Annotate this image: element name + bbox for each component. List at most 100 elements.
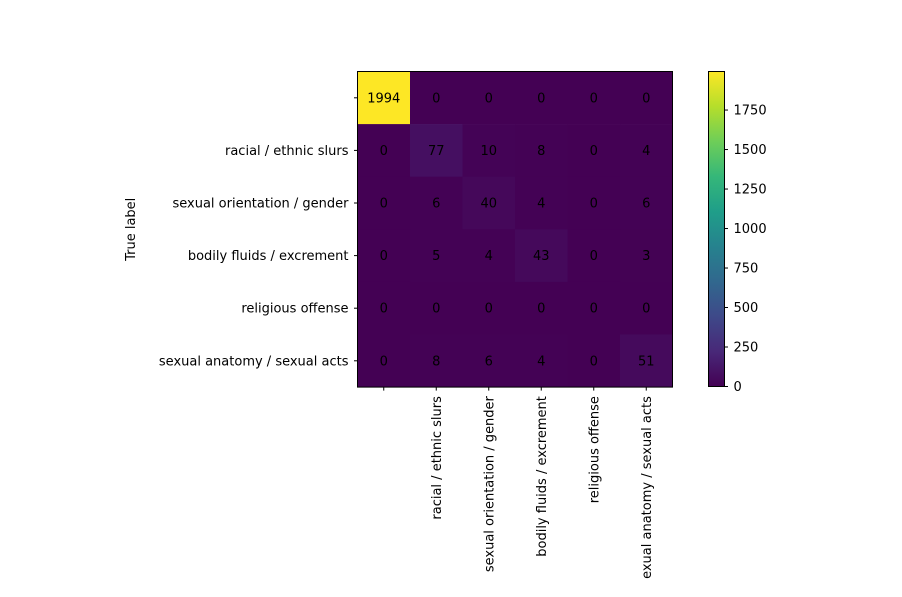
heatmap-cell: [567, 71, 621, 125]
heatmap-cell: [357, 124, 411, 177]
heatmap-cell: [515, 334, 568, 388]
cell-value-label: 0: [432, 91, 440, 106]
colorbar-tick-label: 250: [734, 341, 759, 356]
cell-value-label: 0: [642, 91, 650, 106]
cell-value-label: 8: [432, 354, 440, 369]
colorbar-tick-label: 0: [734, 380, 742, 395]
heatmap-axes-frame: [357, 71, 673, 388]
y-tick-label: religious offense: [241, 302, 348, 317]
heatmap-cell: [515, 176, 568, 230]
heatmap-cells: [357, 71, 673, 388]
cell-value-label: 6: [432, 197, 440, 212]
cell-value-label: 3: [642, 249, 650, 264]
heatmap-cell: [462, 229, 516, 283]
cell-value-label: 0: [485, 302, 493, 317]
heatmap-cell: [410, 334, 463, 388]
heatmap-cell: [357, 176, 411, 230]
cell-value-label: 6: [485, 354, 493, 369]
x-tick-label: exual anatomy / sexual acts: [640, 396, 655, 579]
heatmap-cell: [515, 281, 568, 335]
colorbar-tick-label: 1750: [734, 104, 767, 119]
cell-value-label: 0: [380, 144, 388, 159]
heatmap-cell: [357, 229, 411, 283]
heatmap-cell: [620, 281, 673, 335]
cell-value-label: 40: [480, 197, 497, 212]
cell-value-label: 5: [432, 249, 440, 264]
colorbar-tick-label: 1500: [734, 143, 767, 158]
heatmap-cell: [567, 334, 621, 388]
heatmap-cell: [515, 229, 568, 283]
heatmap-cell: [357, 334, 411, 388]
heatmap-cell: [357, 281, 411, 335]
colorbar-ticks: 0 250 500 750 1000 1250 1500 1750: [724, 104, 767, 395]
heatmap-cell-values: 1994 0 0 0 0 00 77 10 8 0 40 6 40 4 0 60 5 4 43 0 30 0 0 0 0 00 8 6…: [367, 91, 654, 369]
cell-value-label: 0: [380, 197, 388, 212]
cell-value-label: 0: [590, 197, 598, 212]
heatmap-cell: [410, 124, 463, 177]
colorbar-tick-label: 1250: [734, 183, 767, 198]
cell-value-label: 8: [537, 144, 545, 159]
cell-value-label: 0: [590, 302, 598, 317]
cell-value-label: 0: [380, 302, 388, 317]
heatmap-cell: [620, 124, 673, 177]
y-tick-label: sexual orientation / gender: [172, 197, 349, 212]
cell-value-label: 0: [537, 302, 545, 317]
cell-value-label: 0: [590, 144, 598, 159]
heatmap-cell: [462, 176, 516, 230]
cell-value-label: 0: [537, 91, 545, 106]
heatmap-cell: [620, 334, 673, 388]
heatmap-cell: [567, 124, 621, 177]
heatmap-cell: [410, 229, 463, 283]
cell-value-label: 4: [642, 144, 650, 159]
cell-value-label: 4: [485, 249, 493, 264]
cell-value-label: 0: [590, 249, 598, 264]
y-tick-label: bodily fluids / excrement: [188, 249, 349, 264]
heatmap-cell: [410, 281, 463, 335]
heatmap-cell: [515, 71, 568, 125]
heatmap-cell: [462, 71, 516, 125]
colorbar-tick-label: 750: [734, 262, 759, 277]
cell-value-label: 10: [480, 144, 497, 159]
cell-value-label: 1994: [367, 91, 400, 106]
y-axis-ticks: racial / ethnic slurs sexual orientation …: [159, 97, 358, 369]
heatmap-cell: [620, 71, 673, 125]
y-tick-label: racial / ethnic slurs: [225, 144, 349, 159]
x-axis-ticks: racial / ethnic slurs sexual orientation …: [383, 387, 655, 579]
heatmap-cell: [620, 229, 673, 283]
cell-value-label: 77: [428, 144, 445, 159]
heatmap-cell: [462, 124, 516, 177]
heatmap-cell: [567, 281, 621, 335]
cell-value-label: 6: [642, 197, 650, 212]
heatmap-cell: [620, 176, 673, 230]
cell-value-label: 0: [642, 302, 650, 317]
heatmap-cell: [567, 229, 621, 283]
heatmap-cell: [357, 71, 411, 125]
cell-value-label: 51: [638, 354, 655, 369]
cell-value-label: 43: [533, 249, 550, 264]
x-tick-label: racial / ethnic slurs: [430, 396, 445, 520]
heatmap-cell: [410, 176, 463, 230]
cell-value-label: 4: [537, 197, 545, 212]
colorbar-tick-label: 500: [734, 301, 759, 316]
x-tick-label: bodily fluids / excrement: [535, 396, 550, 557]
cell-value-label: 0: [380, 249, 388, 264]
heatmap-cell: [515, 124, 568, 177]
heatmap-cell: [462, 281, 516, 335]
x-tick-label: religious offense: [587, 396, 602, 503]
cell-value-label: 0: [590, 354, 598, 369]
cell-value-label: 0: [380, 354, 388, 369]
cell-value-label: 0: [485, 91, 493, 106]
heatmap-cell: [567, 176, 621, 230]
y-axis-label: True label: [124, 198, 139, 262]
x-tick-label: sexual orientation / gender: [482, 395, 497, 572]
colorbar: [708, 71, 725, 387]
heatmap-cell: [410, 71, 463, 125]
cell-value-label: 0: [432, 302, 440, 317]
y-tick-label: sexual anatomy / sexual acts: [159, 354, 349, 369]
cell-value-label: 4: [537, 354, 545, 369]
colorbar-tick-label: 1000: [734, 222, 767, 237]
cell-value-label: 0: [590, 91, 598, 106]
heatmap-cell: [462, 334, 516, 388]
